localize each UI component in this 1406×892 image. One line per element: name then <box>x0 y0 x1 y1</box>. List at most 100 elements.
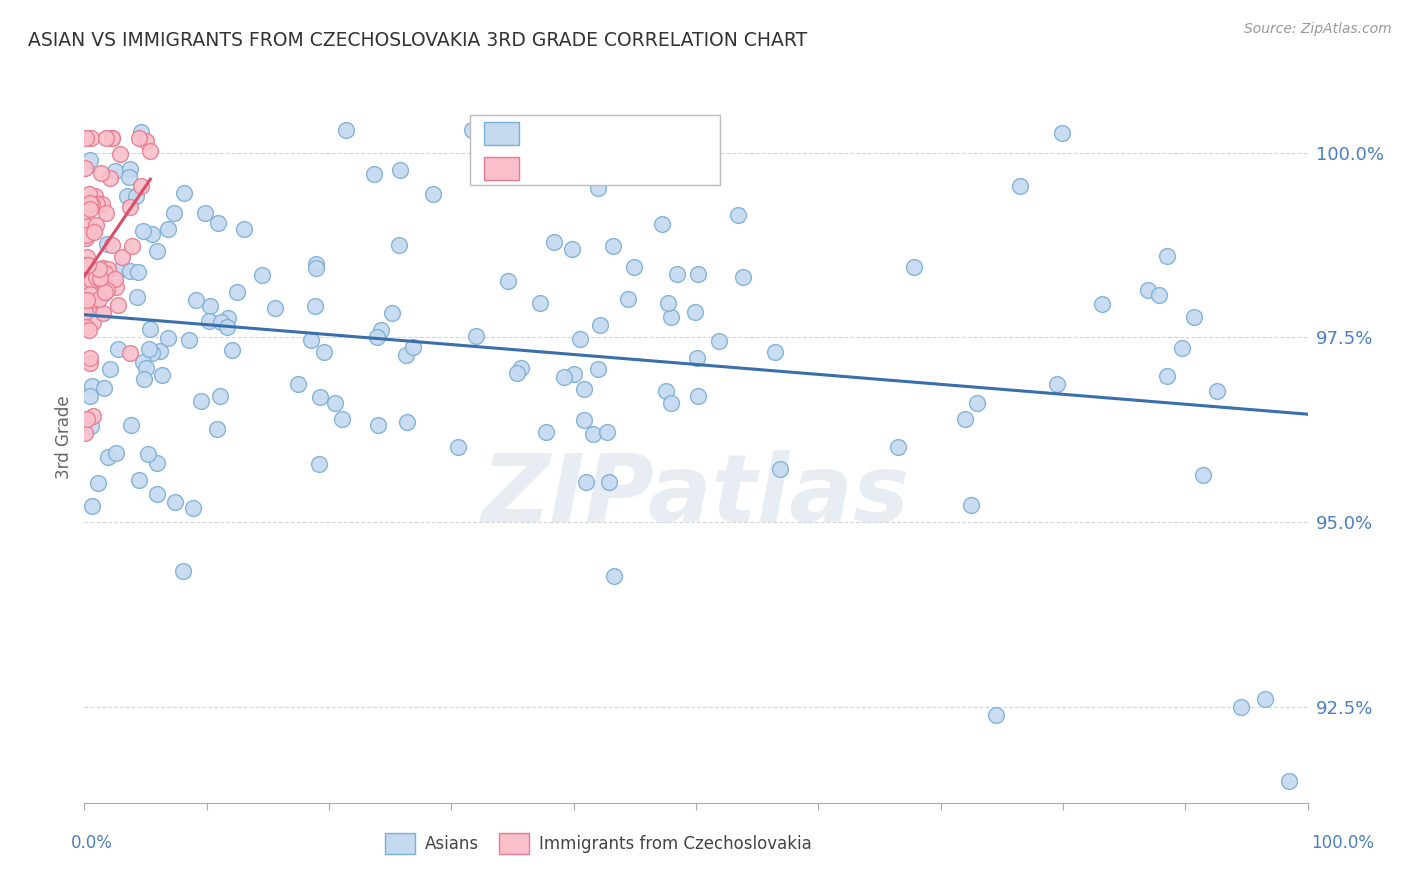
Point <box>141 346 163 360</box>
Point <box>394 348 416 362</box>
Point <box>1090 297 1112 311</box>
Point <box>120 346 142 360</box>
Point <box>184 293 207 307</box>
Point <box>603 568 626 582</box>
Point <box>264 301 287 315</box>
Point <box>77 258 100 272</box>
Point <box>79 202 101 216</box>
Point <box>381 306 404 320</box>
Point <box>179 333 201 347</box>
Point <box>763 344 786 359</box>
Point <box>1136 283 1159 297</box>
Point <box>221 343 243 357</box>
Point <box>225 285 247 300</box>
Point <box>77 186 100 201</box>
Point <box>75 319 97 334</box>
Point <box>731 269 754 284</box>
Point <box>128 473 150 487</box>
Point <box>389 163 412 178</box>
Point <box>82 223 104 237</box>
Point <box>84 189 107 203</box>
Point <box>464 329 486 343</box>
Point <box>79 323 101 337</box>
Point <box>562 367 585 381</box>
Point <box>93 286 115 301</box>
Point <box>75 131 97 145</box>
Point <box>134 372 156 386</box>
Point <box>80 196 103 211</box>
Point <box>96 283 118 297</box>
Text: ZIPatlas: ZIPatlas <box>482 450 910 541</box>
Point <box>683 305 706 319</box>
Point <box>163 494 186 508</box>
Point <box>215 320 238 334</box>
Point <box>156 222 179 236</box>
Point <box>543 235 565 249</box>
Point <box>135 134 157 148</box>
Point <box>304 299 326 313</box>
Point <box>1046 376 1069 391</box>
Point <box>80 131 103 145</box>
Point <box>73 305 96 319</box>
Point <box>82 409 104 424</box>
Point <box>73 161 96 175</box>
Point <box>104 272 127 286</box>
Point <box>90 166 112 180</box>
Point <box>100 131 122 145</box>
Point <box>335 123 357 137</box>
Point <box>76 293 98 307</box>
Point <box>536 425 558 440</box>
Point <box>96 206 118 220</box>
Point <box>205 422 228 436</box>
Point <box>575 475 598 490</box>
Point <box>156 331 179 345</box>
Point <box>115 189 138 203</box>
Point <box>305 257 328 271</box>
Point <box>129 125 152 139</box>
Point <box>510 360 533 375</box>
Point <box>80 419 103 434</box>
Point <box>98 171 121 186</box>
Legend: Asians, Immigrants from Czechoslovakia: Asians, Immigrants from Czechoslovakia <box>378 827 818 860</box>
Point <box>953 412 976 426</box>
Point <box>1182 310 1205 325</box>
Point <box>100 237 122 252</box>
Point <box>207 216 229 230</box>
Text: R =  0.410   N = 66: R = 0.410 N = 66 <box>531 161 702 178</box>
Point <box>82 293 104 307</box>
Point <box>572 413 595 427</box>
Point <box>287 377 309 392</box>
Point <box>121 239 143 253</box>
Point <box>367 418 389 433</box>
Point <box>127 265 149 279</box>
Text: 100.0%: 100.0% <box>1312 834 1374 852</box>
FancyBboxPatch shape <box>484 122 519 145</box>
Point <box>181 501 204 516</box>
Point <box>107 342 129 356</box>
Point <box>94 285 117 300</box>
Point <box>198 299 221 313</box>
Point <box>727 208 749 222</box>
Point <box>529 296 551 310</box>
Point <box>79 301 101 316</box>
Point <box>73 204 96 219</box>
Point <box>118 170 141 185</box>
Point <box>83 273 105 287</box>
Point <box>595 425 617 440</box>
Point <box>90 196 112 211</box>
Point <box>209 389 232 403</box>
Point <box>89 270 111 285</box>
Point <box>984 708 1007 723</box>
Point <box>120 418 142 433</box>
Point <box>98 362 121 376</box>
Point <box>146 456 169 470</box>
Point <box>139 144 162 158</box>
Point <box>232 222 254 236</box>
Point <box>163 206 186 220</box>
Text: ASIAN VS IMMIGRANTS FROM CZECHOSLOVAKIA 3RD GRADE CORRELATION CHART: ASIAN VS IMMIGRANTS FROM CZECHOSLOVAKIA … <box>28 31 807 50</box>
Point <box>308 390 330 404</box>
Point <box>1008 179 1031 194</box>
Point <box>125 290 148 304</box>
Point <box>120 200 142 214</box>
Point <box>304 260 326 275</box>
